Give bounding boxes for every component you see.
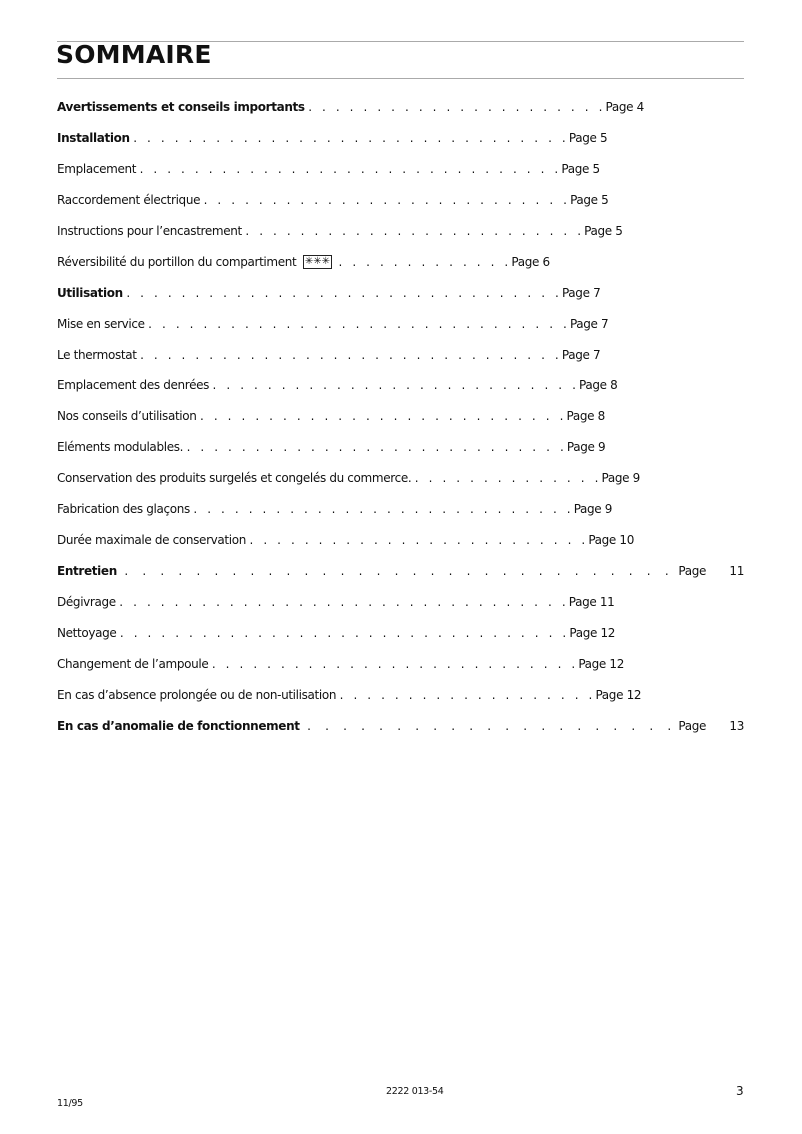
title-rule: [57, 78, 744, 79]
page-title: SOMMAIRE: [56, 40, 212, 69]
toc-entry: En cas d’absence prolongée ou de non-uti…: [57, 686, 744, 717]
dot-leader: . . . . . . . . . . . . . . . . . . . . …: [148, 316, 570, 331]
toc-entry: Fabrication des glaçons . . . . . . . . …: [57, 500, 744, 531]
dot-leader: . . . . . . . . . . . . . . . . . . . . …: [119, 625, 570, 640]
print-date: 11/95: [57, 1098, 83, 1109]
toc-entry-title: Le thermostat: [57, 347, 137, 362]
dot-leader: . . . . . . . . . . . . . . . . . . . . …: [133, 130, 569, 145]
dot-leader: . . . . . . . . . . . . . . . . . . . . …: [119, 595, 569, 609]
dot-leader: . . . . . . . . . . . . . . . . . . .: [339, 687, 596, 702]
page-number: 3: [736, 1084, 744, 1098]
dot-leader: . . . . . . . . . . . . . . . . . . . . …: [211, 656, 579, 671]
toc-entry: Dégivrage . . . . . . . . . . . . . . . …: [57, 593, 744, 624]
toc-entry-page: Page 5: [584, 223, 623, 238]
toc-entry-title: Nos conseils d’utilisation: [57, 409, 197, 424]
dot-leader: . . . . . . . . . . . . . . . . . . . . …: [140, 347, 562, 362]
toc-entry-page: Page 7: [561, 285, 601, 300]
dot-leader: . . . . . . . . . . . . .: [338, 254, 512, 269]
toc-entry-title: Réversibilité du portillon du compartime…: [57, 254, 297, 269]
toc-entry-page: Page 9: [566, 440, 606, 455]
toc-entry: Nettoyage . . . . . . . . . . . . . . . …: [57, 624, 744, 655]
top-rule: [57, 41, 744, 42]
toc-entry: Instructions pour l’encastrement . . . .…: [57, 222, 744, 253]
toc-entry: Changement de l’ampoule . . . . . . . . …: [57, 655, 744, 686]
dot-leader: . . . . . . . . . . . . . . . . . . . . …: [203, 192, 571, 207]
toc-entry: Nos conseils d’utilisation . . . . . . .…: [57, 407, 744, 438]
dot-leader: . . . . . . . . . . . . . . . . . . . . …: [200, 409, 567, 424]
dot-leader: . . . . . . . . . . . . . . . . . . . . …: [186, 440, 567, 455]
dot-leader: . . . . . . . . . . . . . . . . . . . . …: [249, 533, 589, 548]
toc-entry-page: Page 11: [568, 595, 615, 609]
toc-entry-page: Page 5: [568, 130, 608, 145]
toc-entry-title: En cas d’absence prolongée ou de non-uti…: [57, 687, 337, 702]
toc-entry-title: Fabrication des glaçons: [57, 502, 190, 517]
toc-entry-title: Eléments modulables.: [57, 440, 184, 455]
toc-entry-title: Entretien: [57, 564, 117, 579]
toc-entry-title: Emplacement: [57, 161, 137, 176]
toc-entry: Mise en service . . . . . . . . . . . . …: [57, 315, 744, 346]
dot-leader: .....................: [307, 718, 686, 733]
toc-entry-page: Page 9: [601, 471, 641, 486]
toc-entry-title: Instructions pour l’encastrement: [57, 223, 242, 238]
document-code: 2222 013-54: [386, 1086, 444, 1097]
toc-entry-page: Page 7: [569, 316, 609, 331]
toc-entry: Avertissements et conseils importants . …: [57, 98, 744, 129]
dot-leader: ...............................: [124, 564, 683, 579]
dot-leader: . . . . . . . . . . . . . . . . . . . . …: [193, 502, 574, 517]
toc-entry-page: Page 12: [578, 656, 624, 671]
toc-entry: Eléments modulables. . . . . . . . . . .…: [57, 438, 744, 469]
toc-entry: Le thermostat . . . . . . . . . . . . . …: [57, 346, 744, 377]
toc-entry: Conservation des produits surgelés et co…: [57, 469, 744, 500]
toc-entry-page: Page 12: [569, 625, 616, 640]
toc-entry-page: Page 8: [566, 409, 605, 424]
toc-entry: Utilisation . . . . . . . . . . . . . . …: [57, 284, 744, 315]
toc-entry-title: Emplacement des denrées: [57, 378, 210, 393]
toc-entry: Durée maximale de conservation . . . . .…: [57, 531, 744, 562]
toc-entry-page: Page 5: [570, 192, 609, 207]
toc-entry-title: Conservation des produits surgelés et co…: [57, 471, 412, 486]
toc-entry-page: Page 7: [561, 347, 601, 362]
toc-entry-title: Durée maximale de conservation: [57, 533, 247, 548]
toc-entry-title: Raccordement électrique: [57, 192, 201, 207]
toc-entry-title: Utilisation: [57, 285, 123, 300]
toc-entry-page: Page 10: [588, 533, 634, 548]
toc-entry-title: Dégivrage: [57, 595, 116, 609]
toc-entry: En cas d’anomalie de fonctionnement ....…: [57, 717, 744, 748]
toc-entry: Raccordement électrique . . . . . . . . …: [57, 191, 744, 222]
toc-entry-page: Page 5: [561, 161, 600, 176]
toc-entry: Entretien ..............................…: [57, 562, 744, 593]
toc-entry-page: Page: [678, 718, 706, 733]
toc-entry-page-number: 13: [729, 718, 744, 733]
toc-entry: Emplacement des denrées . . . . . . . . …: [57, 376, 744, 407]
toc-entry-title: Nettoyage: [57, 625, 117, 640]
dot-leader: . . . . . . . . . . . . . . . . . . . . …: [308, 100, 606, 114]
toc-entry-page: Page 4: [605, 100, 645, 114]
toc-entry: Réversibilité du portillon du compartime…: [57, 253, 744, 284]
dot-leader: . . . . . . . . . . . . . .: [414, 471, 602, 486]
toc-entry-page: Page 8: [579, 378, 618, 393]
toc-entry-title: Installation: [57, 130, 130, 145]
dot-leader: . . . . . . . . . . . . . . . . . . . . …: [212, 378, 580, 393]
dot-leader: . . . . . . . . . . . . . . . . . . . . …: [245, 223, 585, 238]
toc-entry-page-number: 11: [729, 564, 744, 579]
toc-entry-page: Page 6: [511, 254, 550, 269]
toc-entry-title: Avertissements et conseils importants: [57, 100, 305, 114]
toc-entry: Emplacement . . . . . . . . . . . . . . …: [57, 160, 744, 191]
toc-entry: Installation . . . . . . . . . . . . . .…: [57, 129, 744, 160]
toc-entry-page: Page: [678, 564, 706, 579]
toc-entry-title: En cas d’anomalie de fonctionnement: [57, 718, 300, 733]
toc-entry-page: Page 9: [573, 502, 613, 517]
dot-leader: . . . . . . . . . . . . . . . . . . . . …: [126, 285, 562, 300]
dot-leader: . . . . . . . . . . . . . . . . . . . . …: [139, 161, 562, 176]
toc-entry-title: Changement de l’ampoule: [57, 656, 212, 671]
table-of-contents: Avertissements et conseils importants . …: [57, 98, 744, 748]
freezer-star-icon: ✳✳✳: [302, 255, 333, 270]
toc-entry-page: Page 12: [595, 687, 642, 702]
toc-entry-title: Mise en service: [57, 316, 145, 331]
